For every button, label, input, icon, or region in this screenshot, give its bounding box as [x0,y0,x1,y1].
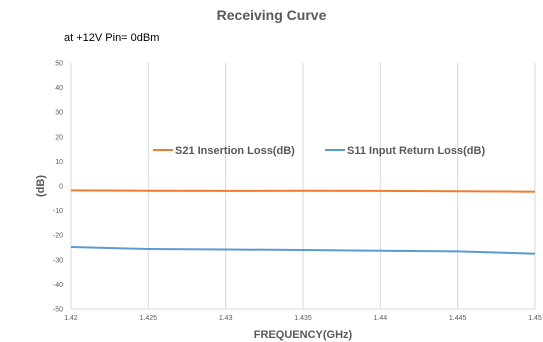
series-line-s21 [70,189,536,193]
x-tick-label: 1.445 [449,315,467,322]
x-tick-label: 1.42 [64,315,78,322]
x-tick-label: 1.43 [219,315,233,322]
x-tick-label: 1.44 [374,315,388,322]
y-tick-label: 50 [55,61,63,68]
y-axis-title: (dB) [35,175,47,197]
y-tick-label: 0 [59,184,63,191]
grid-layer [70,63,536,310]
y-tick-label: 20 [55,134,63,141]
y-tick-label: 40 [55,85,63,92]
legend-label: S21 Insertion Loss(dB) [175,145,295,157]
chart-title: Receiving Curve [216,7,327,23]
y-tick-label: -10 [53,208,63,215]
x-tick-label: 1.45 [528,315,542,322]
y-tick-label: -30 [53,257,63,264]
x-axis-title: FREQUENCY(GHz) [254,329,353,341]
y-tick-label: 30 [55,110,63,117]
y-tick-label: -50 [53,307,63,314]
tick-layer: 1.42 1.425 1.43 1.435 1.44 1.445 1.45 50 40 30 20 1… [53,61,542,323]
y-tick-label: 10 [55,159,63,166]
x-tick-label: 1.425 [140,315,158,322]
series-line-s11 [70,246,536,255]
y-tick-label: -20 [53,233,63,240]
series-layer [70,189,536,255]
chart-subtitle: at +12V Pin= 0dBm [64,32,160,44]
legend-label: S11 Input Return Loss(dB) [347,145,485,157]
legend: S21 Insertion Loss(dB) S11 Input Return L… [153,145,485,157]
x-tick-label: 1.435 [294,315,312,322]
y-tick-label: -40 [53,282,63,289]
